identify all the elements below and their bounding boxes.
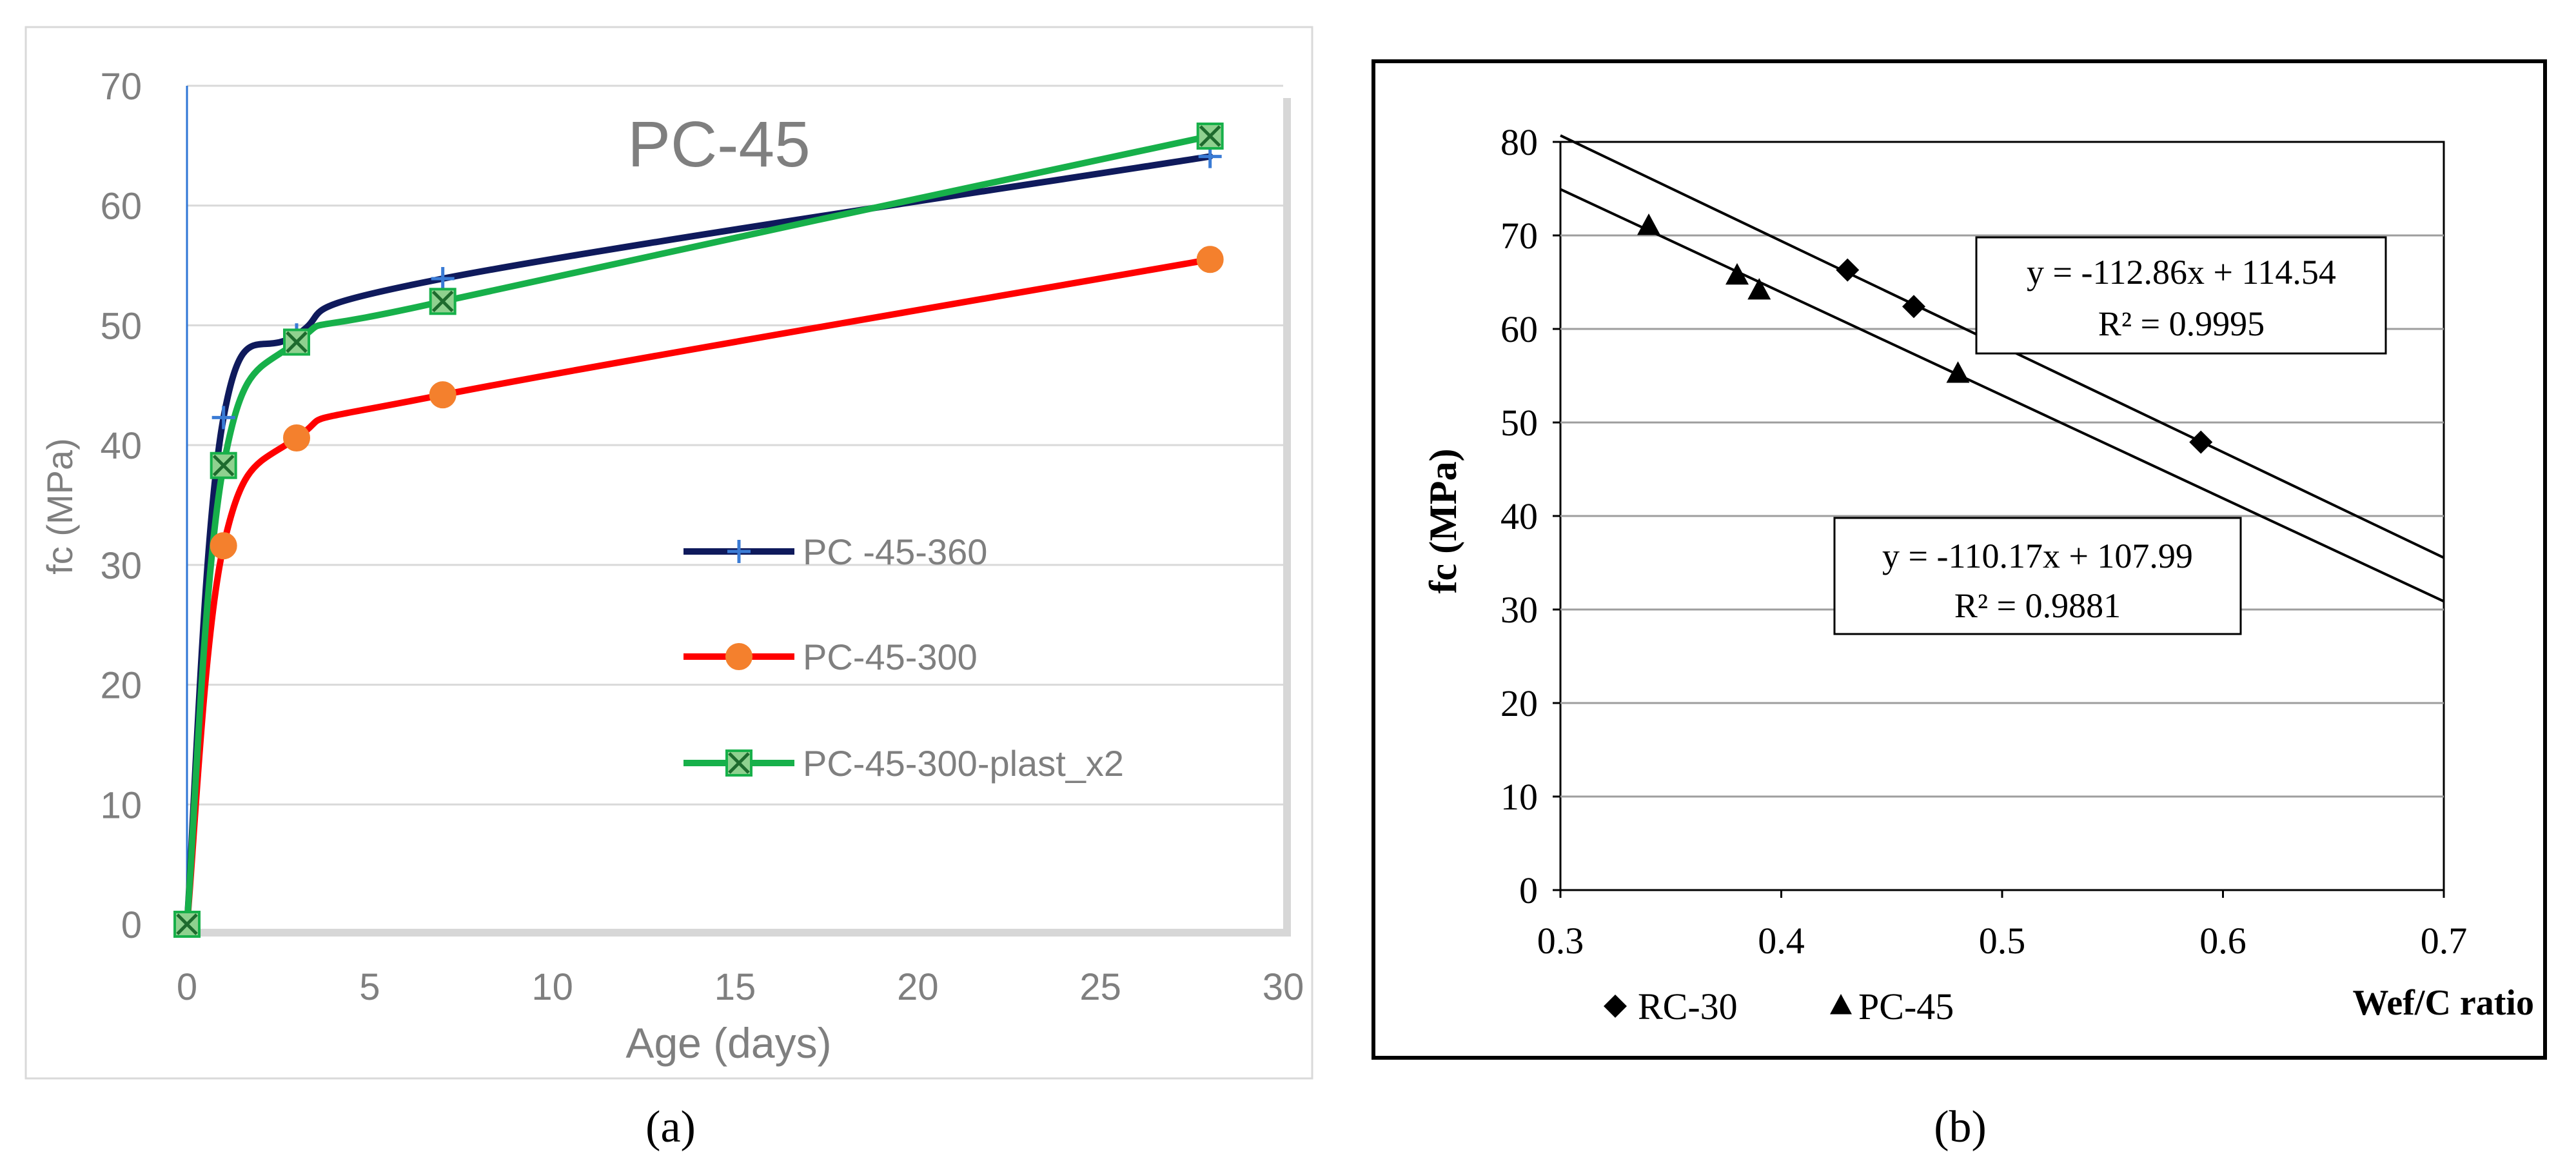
plot-a-title: PC-45 xyxy=(627,108,810,181)
annotation-pc45-box xyxy=(1833,517,2242,635)
y-tick-label: 30 xyxy=(100,545,142,587)
plot-b-y-tick-labels: 0 10 20 30 40 50 60 70 80 xyxy=(1500,121,1538,911)
y-tick-label: 20 xyxy=(1500,682,1538,724)
y-tick-label: 70 xyxy=(100,66,142,108)
plot-a-legend: PC -45-360 PC-45-300 PC-45-300-plast_x2 xyxy=(683,531,1124,784)
data-point-s1-4 xyxy=(1196,246,1224,273)
y-tick-label: 0 xyxy=(121,904,142,946)
x-tick-label: 20 xyxy=(897,966,939,1008)
panel-b: 0 10 20 30 40 50 60 70 80 0.3 0.4 0.5 0.6 0.7 y = -1… xyxy=(1372,59,2547,1060)
y-tick-label: 10 xyxy=(1500,776,1538,818)
y-tick-label: 50 xyxy=(1500,402,1538,444)
data-point-s2-2 xyxy=(283,328,310,356)
x-tick-label: 15 xyxy=(714,966,756,1008)
x-tick-label: 0 xyxy=(177,966,197,1008)
data-point-PC-45-0 xyxy=(1637,213,1660,235)
y-tick-label: 70 xyxy=(1500,215,1538,257)
data-point-RC-30-1 xyxy=(1902,295,1925,319)
plot-a-series xyxy=(173,123,1224,938)
legend-marker-rc30 xyxy=(1604,995,1627,1018)
data-point-s2-0-cross xyxy=(176,913,198,935)
x-tick-label: 0.3 xyxy=(1537,920,1584,962)
x-tick-label: 10 xyxy=(531,966,573,1008)
panel-a: 0 10 20 30 40 50 60 70 0 5 10 15 20 25 30 PC-45 Age (… xyxy=(25,26,1313,1080)
y-tick-label: 20 xyxy=(100,665,142,707)
legend-label-2: PC-45-300-plast_x2 xyxy=(803,743,1124,784)
plot-b-points xyxy=(1637,213,2213,454)
y-tick-label: 60 xyxy=(1500,308,1538,350)
x-tick-label: 30 xyxy=(1263,966,1304,1008)
x-tick-label: 0.7 xyxy=(2421,920,2468,962)
data-point-s2-4 xyxy=(1196,123,1224,150)
data-point-s2-0 xyxy=(173,911,201,938)
data-point-RC-30-0 xyxy=(1836,258,1860,282)
data-point-s0-3 xyxy=(431,267,455,290)
y-tick-label: 40 xyxy=(100,425,142,467)
annotation-pc45-r2: R² = 0.9881 xyxy=(1954,586,2121,625)
data-point-s2-4-cross xyxy=(1199,125,1221,147)
plot-b-x-axis-label: Wef/C ratio xyxy=(2353,983,2534,1023)
data-point-s2-3 xyxy=(429,288,457,315)
plot-a-y-axis-label: fc (MPa) xyxy=(39,438,80,575)
legend-marker-2 xyxy=(725,749,752,777)
caption-a: (a) xyxy=(645,1102,696,1152)
annotation-rc30-equation: y = -112.86x + 114.54 xyxy=(2027,253,2336,292)
data-point-s1-3 xyxy=(429,381,457,409)
legend-label-0: PC -45-360 xyxy=(803,531,987,572)
annotation-pc45-equation: y = -110.17x + 107.99 xyxy=(1882,537,2193,575)
data-point-RC-30-2 xyxy=(2189,430,2213,454)
annotation-pc45: y = -110.17x + 107.99 R² = 0.9881 xyxy=(1833,517,2242,635)
legend-label-1: PC-45-300 xyxy=(803,637,978,677)
data-point-PC-45-2 xyxy=(1747,278,1771,300)
annotation-rc30-r2: R² = 0.9995 xyxy=(2098,304,2265,343)
data-point-s0-1 xyxy=(211,406,235,430)
y-tick-label: 0 xyxy=(1519,869,1538,911)
data-point-s1-2 xyxy=(283,424,310,451)
annotation-rc30-box xyxy=(1975,236,2387,355)
annotation-rc30: y = -112.86x + 114.54 R² = 0.9995 xyxy=(1975,236,2387,355)
x-tick-label: 25 xyxy=(1079,966,1121,1008)
plot-a-y-tick-labels: 0 10 20 30 40 50 60 70 xyxy=(100,66,142,946)
y-tick-label: 10 xyxy=(100,784,142,826)
legend-marker-0 xyxy=(727,540,751,563)
data-point-s2-1-cross xyxy=(212,454,235,477)
legend-marker-pc45 xyxy=(1830,994,1852,1015)
data-point-PC-45-3 xyxy=(1946,361,1970,383)
legend-marker-1 xyxy=(725,643,752,670)
y-tick-label: 30 xyxy=(1500,589,1538,631)
legend-label-pc45: PC-45 xyxy=(1858,986,1954,1027)
plot-a-grid xyxy=(187,84,1283,806)
x-tick-label: 0.4 xyxy=(1758,920,1805,962)
y-tick-label: 50 xyxy=(100,305,142,347)
data-point-s2-2-cross xyxy=(286,331,308,353)
legend-label-rc30: RC-30 xyxy=(1638,986,1738,1027)
legend-marker-2-cross xyxy=(728,752,750,774)
caption-b: (b) xyxy=(1934,1102,1987,1152)
plot-a-x-tick-labels: 0 5 10 15 20 25 30 xyxy=(177,966,1304,1008)
data-point-PC-45-1 xyxy=(1726,263,1749,285)
y-tick-label: 80 xyxy=(1500,121,1538,163)
data-point-s2-3-cross xyxy=(431,290,454,313)
plot-b-x-tick-labels: 0.3 0.4 0.5 0.6 0.7 xyxy=(1537,920,2468,962)
data-point-s2-1 xyxy=(210,451,237,479)
plot-a-x-axis-label: Age (days) xyxy=(625,1019,831,1067)
x-tick-label: 0.6 xyxy=(2199,920,2247,962)
y-tick-label: 60 xyxy=(100,186,142,228)
x-tick-label: 5 xyxy=(359,966,380,1008)
y-tick-label: 40 xyxy=(1500,495,1538,537)
series-line-1 xyxy=(184,256,1214,927)
data-point-s1-1 xyxy=(210,532,237,560)
plot-a-area xyxy=(187,90,1283,929)
plot-b-legend: RC-30 PC-45 xyxy=(1604,986,1954,1027)
plot-b-y-axis-label: fc (MPa) xyxy=(1422,449,1464,594)
trendline-PC-45 xyxy=(1560,188,2444,603)
x-tick-label: 0.5 xyxy=(1979,920,2026,962)
series-line-2 xyxy=(184,133,1214,927)
